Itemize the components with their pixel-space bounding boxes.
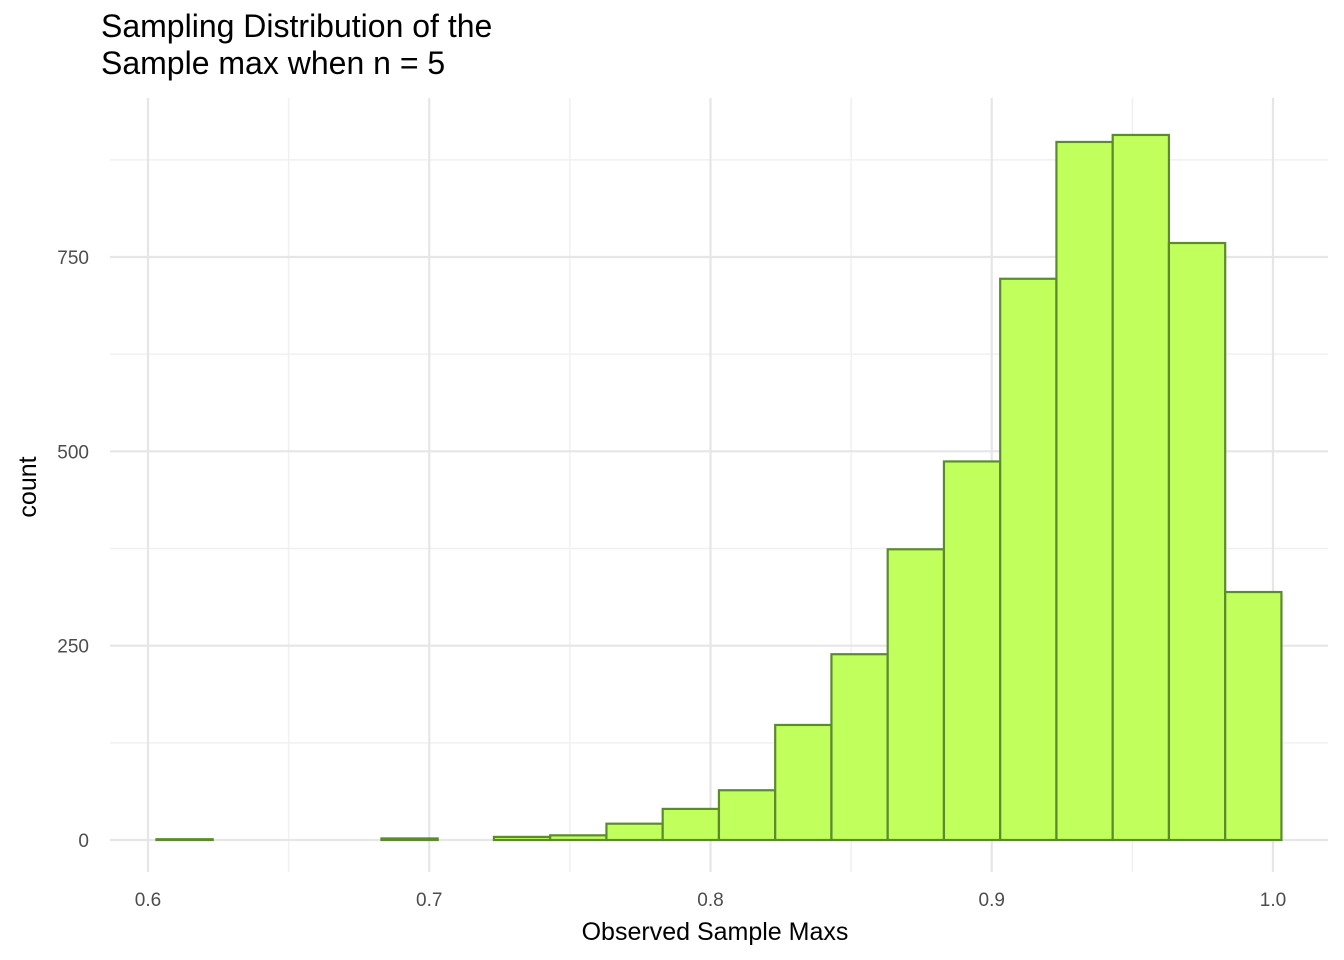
histogram-bar — [886, 548, 946, 842]
chart-title-line-2: Sample max when n = 5 — [101, 45, 446, 81]
y-axis-title: count — [14, 456, 42, 517]
x-axis-ticks: 0.6 0.7 0.8 0.9 1.0 — [135, 890, 1286, 911]
histogram-bar — [1111, 133, 1171, 842]
histogram-bar — [492, 835, 552, 842]
x-axis-title: Observed Sample Maxs — [582, 918, 849, 946]
histogram-bar — [661, 807, 721, 842]
histogram-bar — [774, 723, 833, 842]
histogram-bar — [830, 653, 889, 842]
chart-title-line-1: Sampling Distribution of the — [101, 8, 493, 44]
histogram-bar — [942, 460, 1002, 842]
x-tick-label: 0.6 — [135, 890, 161, 911]
x-tick-label: 0.7 — [416, 890, 442, 911]
histogram-bars — [155, 133, 1283, 842]
y-tick-label: 0 — [78, 831, 89, 852]
histogram-bar — [1055, 140, 1114, 842]
x-tick-label: 0.9 — [979, 890, 1005, 911]
chart-title: Sampling Distribution of the Sample max … — [101, 8, 492, 82]
y-tick-label: 250 — [57, 637, 89, 658]
x-tick-label: 1.0 — [1260, 890, 1286, 911]
histogram-bar — [717, 789, 777, 842]
histogram-bar — [999, 277, 1058, 842]
y-tick-label: 750 — [57, 248, 89, 269]
histogram-bar — [549, 834, 608, 842]
y-axis-ticks: 0 250 500 750 — [57, 248, 89, 852]
histogram-bar — [1167, 241, 1227, 842]
x-tick-label: 0.8 — [697, 890, 723, 911]
histogram-bar — [605, 822, 664, 842]
histogram-bar — [380, 837, 439, 842]
histogram-bar — [155, 838, 214, 842]
y-tick-label: 500 — [57, 442, 89, 463]
histogram-bar — [1224, 590, 1283, 842]
